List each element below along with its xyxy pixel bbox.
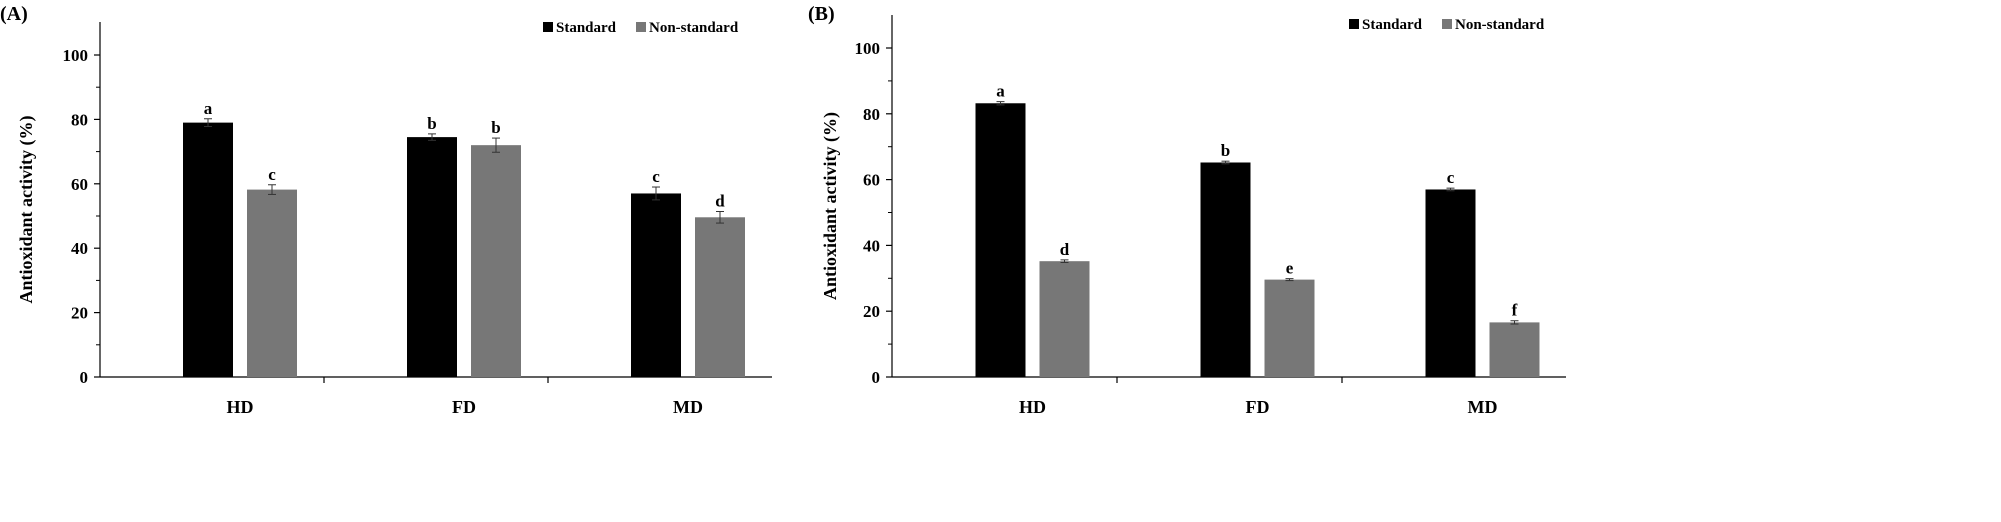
legend-swatch-non-standard <box>1442 19 1452 29</box>
significance-letter: c <box>652 167 660 186</box>
x-tick-label-fd: FD <box>1246 397 1270 417</box>
chart-panel-a: (A) 0 20 40 60 80 100 Antioxidant activity (%) H… <box>0 3 772 417</box>
legend-label-standard: Standard <box>556 20 617 36</box>
bar-standard-md <box>1425 189 1476 377</box>
bar-non-standard-hd <box>247 189 297 377</box>
chart-panel-b: (B) 0 20 40 60 80 100 Antioxidant activity (%) H… <box>808 3 1566 417</box>
legend-label-non-standard: Non-standard <box>649 20 739 36</box>
significance-letter: a <box>996 82 1005 101</box>
y-tick-label: 0 <box>80 368 89 387</box>
significance-letter: e <box>1286 259 1294 278</box>
x-tick-label-hd: HD <box>1019 397 1046 417</box>
x-tick-label-hd: HD <box>227 397 254 417</box>
bar-non-standard-hd <box>1039 261 1090 377</box>
bar-non-standard-fd <box>1264 279 1315 377</box>
significance-letter: f <box>1512 301 1518 320</box>
bar-non-standard-md <box>695 217 745 377</box>
significance-letter: b <box>427 114 436 133</box>
y-tick-label: 20 <box>71 304 88 323</box>
bar-standard-fd <box>407 137 457 377</box>
significance-letter: c <box>268 165 276 184</box>
significance-letter: a <box>204 99 213 118</box>
y-axis-label: Antioxidant activity (%) <box>16 116 37 304</box>
significance-letter: c <box>1447 168 1455 187</box>
x-tick-label-md: MD <box>1468 397 1498 417</box>
y-tick-label: 0 <box>872 368 881 387</box>
y-tick-label: 40 <box>71 239 88 258</box>
bar-non-standard-fd <box>471 145 521 377</box>
x-tick-label-fd: FD <box>452 397 476 417</box>
y-tick-label: 40 <box>863 236 880 255</box>
bar-standard-fd <box>1200 162 1251 377</box>
y-tick-label: 80 <box>71 110 88 129</box>
panel-label: (B) <box>808 3 835 25</box>
significance-letter: b <box>491 118 500 137</box>
y-axis-label: Antioxidant activity (%) <box>820 112 841 300</box>
legend-label-non-standard: Non-standard <box>1455 17 1545 33</box>
legend-swatch-standard <box>1349 19 1359 29</box>
y-tick-label: 100 <box>855 39 881 58</box>
significance-letter: b <box>1221 141 1230 160</box>
y-tick-label: 20 <box>863 302 880 321</box>
x-tick-label-md: MD <box>673 397 703 417</box>
legend-swatch-non-standard <box>636 22 646 32</box>
bar-non-standard-md <box>1489 322 1540 377</box>
significance-letter: d <box>1060 240 1070 259</box>
panel-label: (A) <box>0 3 28 25</box>
y-tick-label: 80 <box>863 105 880 124</box>
y-tick-label: 60 <box>863 171 880 190</box>
significance-letter: d <box>715 191 725 210</box>
y-tick-label: 60 <box>71 175 88 194</box>
legend-label-standard: Standard <box>1362 17 1423 33</box>
bar-standard-md <box>631 193 681 377</box>
y-tick-label: 100 <box>63 46 89 65</box>
legend-swatch-standard <box>543 22 553 32</box>
bar-standard-hd <box>183 122 233 378</box>
bar-standard-hd <box>975 103 1026 377</box>
